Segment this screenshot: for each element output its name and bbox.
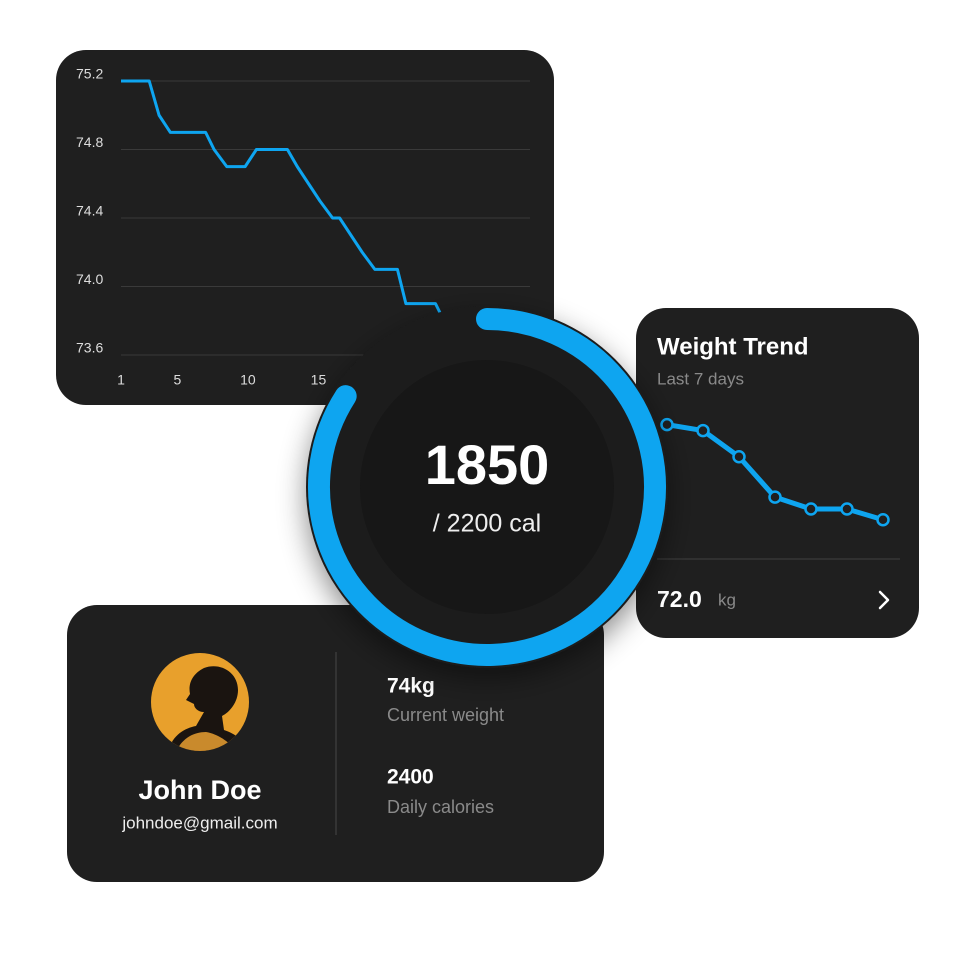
point xyxy=(732,449,746,464)
stat-label: Daily calories xyxy=(387,797,494,817)
calorie-ring: 1850 / 2200 cal xyxy=(306,306,668,668)
x-tick-label: 5 xyxy=(174,372,182,388)
trend-chart xyxy=(660,417,890,527)
weight-trend-card[interactable] xyxy=(636,308,919,638)
line xyxy=(121,79,446,322)
x-tick-label: 1 xyxy=(117,372,125,388)
stat-value: 74kg xyxy=(387,675,435,698)
profile-name: John Doe xyxy=(138,775,261,805)
y-tick-label: 74.8 xyxy=(76,134,103,150)
point xyxy=(876,512,890,527)
stat-label: Current weight xyxy=(387,705,504,725)
y-tick-label: 74.0 xyxy=(76,271,103,287)
weight-unit: kg xyxy=(718,590,736,609)
y-tick-label: 73.6 xyxy=(76,340,103,356)
calories-consumed: 1850 xyxy=(425,433,550,496)
point xyxy=(840,502,854,516)
avatar xyxy=(151,653,249,751)
x-tick-label: 10 xyxy=(240,372,256,388)
point xyxy=(804,502,818,516)
chevron[interactable] xyxy=(878,590,890,610)
current-weight: 72.0 xyxy=(657,586,702,612)
card-subtitle: Last 7 days xyxy=(657,369,744,388)
profile-email: johndoe@gmail.com xyxy=(121,813,277,832)
ring-inner xyxy=(360,360,614,614)
point xyxy=(660,417,674,432)
stat-value: 2400 xyxy=(387,766,434,789)
point xyxy=(768,490,782,504)
calories-goal: / 2200 cal xyxy=(433,510,541,538)
point xyxy=(696,423,710,438)
history-chart: 73.674.074.474.875.21 5 10 15 xyxy=(76,66,530,388)
x-tick-label: 15 xyxy=(311,372,327,388)
y-tick-label: 75.2 xyxy=(76,66,103,82)
card-title: Weight Trend xyxy=(657,333,809,360)
y-tick-label: 74.4 xyxy=(76,203,103,219)
progress-arc xyxy=(308,308,666,666)
